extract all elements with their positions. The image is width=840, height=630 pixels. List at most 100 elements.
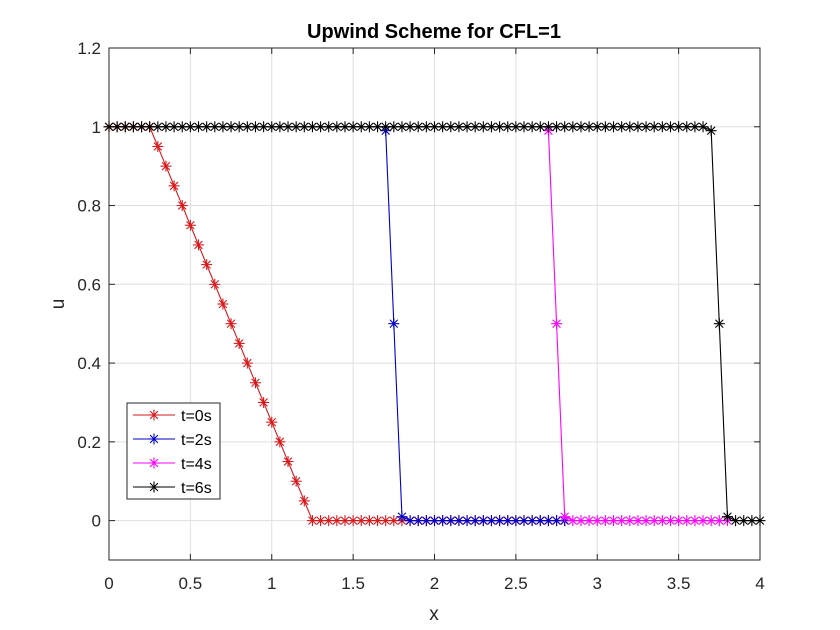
data-point xyxy=(632,121,644,133)
axis-ticks: 0 0.5 1 1.5 2 2.5 3 3.5 4 0 0.2 0.4 0.6 0.8 1 1.2 xyxy=(77,39,764,593)
data-point xyxy=(664,515,676,527)
data-point xyxy=(583,515,595,527)
data-point xyxy=(266,416,278,428)
data-point xyxy=(282,456,294,468)
data-point xyxy=(542,515,554,527)
legend-entry[interactable]: t=6s xyxy=(133,480,212,497)
data-point xyxy=(225,318,237,330)
data-point xyxy=(290,475,302,487)
x-tick-label: 2 xyxy=(430,574,439,593)
data-point xyxy=(355,121,367,133)
series-t=2s xyxy=(380,125,571,527)
data-point xyxy=(485,515,497,527)
data-point xyxy=(477,515,489,527)
data-point xyxy=(551,318,563,330)
legend-marker xyxy=(148,457,160,469)
data-point xyxy=(266,121,278,133)
legend-marker xyxy=(148,409,160,421)
data-point xyxy=(241,357,253,369)
chart-title: Upwind Scheme for CFL=1 xyxy=(307,21,561,43)
legend-marker xyxy=(148,481,160,493)
legend-entry[interactable]: t=4s xyxy=(133,456,212,473)
data-point xyxy=(445,121,457,133)
data-point xyxy=(233,337,245,349)
legend-marker xyxy=(148,433,160,445)
data-point xyxy=(136,121,148,133)
data-point xyxy=(551,121,563,133)
data-point xyxy=(721,511,733,523)
data-point xyxy=(217,298,229,310)
data-point xyxy=(575,121,587,133)
data-point xyxy=(591,515,603,527)
x-tick-label: 2.5 xyxy=(504,574,528,593)
x-axis-label: x xyxy=(429,604,439,625)
data-point xyxy=(184,121,196,133)
data-point xyxy=(193,239,205,251)
data-point xyxy=(396,511,408,523)
data-point xyxy=(461,121,473,133)
y-tick-label: 0.6 xyxy=(77,275,101,294)
series-layer xyxy=(103,121,766,527)
legend-entry[interactable]: t=0s xyxy=(133,408,212,425)
data-point xyxy=(168,121,180,133)
y-tick-label: 0.2 xyxy=(77,433,101,452)
data-point xyxy=(388,318,400,330)
x-tick-label: 4 xyxy=(755,574,764,593)
data-point xyxy=(209,278,221,290)
data-point xyxy=(160,160,172,172)
data-point xyxy=(518,121,530,133)
x-tick-label: 0 xyxy=(104,574,113,593)
data-point xyxy=(429,515,440,527)
x-tick-label: 0.5 xyxy=(179,574,203,593)
legend-box xyxy=(126,402,221,500)
legend-label: t=0s xyxy=(181,408,212,425)
x-tick-label: 3.5 xyxy=(667,574,691,593)
y-axis-label: u xyxy=(48,299,69,310)
data-point xyxy=(534,121,546,133)
data-point xyxy=(559,511,571,523)
data-point xyxy=(168,180,180,192)
data-point xyxy=(160,121,172,133)
data-point xyxy=(111,121,123,133)
y-tick-label: 1 xyxy=(92,118,101,137)
data-point xyxy=(372,515,384,527)
data-point xyxy=(184,219,196,231)
data-point xyxy=(315,515,327,527)
data-point xyxy=(331,121,343,133)
data-point xyxy=(713,318,725,330)
data-point xyxy=(176,200,188,212)
data-point xyxy=(697,121,709,133)
data-point xyxy=(363,515,375,527)
data-point xyxy=(127,121,139,133)
data-point xyxy=(298,495,310,507)
series-t=4s xyxy=(542,125,733,527)
legend[interactable]: t=0s t=2s t=4s t=6s xyxy=(126,402,221,500)
data-point xyxy=(404,121,416,133)
data-point xyxy=(420,121,432,133)
legend-entry[interactable]: t=2s xyxy=(133,432,212,449)
y-tick-label: 0 xyxy=(92,512,101,531)
data-point xyxy=(258,396,270,408)
data-point xyxy=(249,377,261,389)
x-tick-label: 1.5 xyxy=(341,574,365,593)
y-tick-label: 0.4 xyxy=(77,354,101,373)
data-point xyxy=(551,515,563,527)
y-tick-label: 0.8 xyxy=(77,197,101,216)
legend-label: t=4s xyxy=(181,456,212,473)
data-point xyxy=(347,515,359,527)
data-point xyxy=(152,140,164,152)
x-tick-label: 1 xyxy=(267,574,276,593)
data-point xyxy=(274,436,286,448)
legend-label: t=6s xyxy=(181,480,212,497)
series-t=6s xyxy=(103,121,766,527)
y-tick-label: 1.2 xyxy=(77,39,101,58)
data-point xyxy=(754,515,766,527)
data-point xyxy=(599,121,611,133)
data-point xyxy=(201,259,213,271)
data-point xyxy=(730,515,742,527)
x-tick-label: 3 xyxy=(593,574,602,593)
legend-label: t=2s xyxy=(181,432,212,449)
data-point xyxy=(689,121,701,133)
